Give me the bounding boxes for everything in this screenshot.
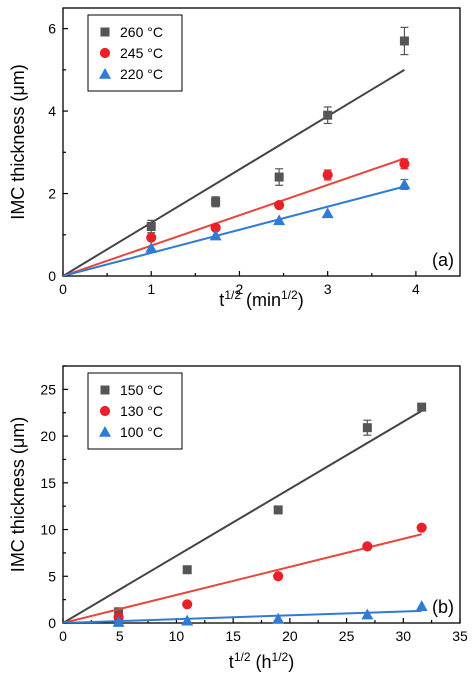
x-tick-label: 0 <box>59 281 67 297</box>
series-3 <box>63 178 411 276</box>
panel-label: (a) <box>432 250 454 270</box>
data-point <box>399 158 410 169</box>
x-tick-label: 2 <box>236 281 244 297</box>
fit-line <box>63 533 422 623</box>
chart-panel-1: 0 1 2 3 4 0 2 4 6 t1/2 (min1/2) IMC thickness (μm)… <box>8 7 461 310</box>
y-tick-label: 25 <box>40 381 56 397</box>
y-tick-label: 10 <box>40 522 56 538</box>
panel-label: (b) <box>432 597 454 617</box>
data-point <box>273 571 284 582</box>
data-point <box>415 600 428 611</box>
x-tick-label: 35 <box>452 628 468 644</box>
legend-label: 100 °C <box>120 424 163 440</box>
data-point <box>145 241 158 253</box>
data-point <box>273 505 283 515</box>
fit-line <box>63 157 405 276</box>
y-tick-label: 0 <box>48 268 56 284</box>
data-point <box>399 36 409 46</box>
x-tick-label: 5 <box>116 628 124 644</box>
plot-frame <box>62 7 461 277</box>
fit-line <box>63 609 422 623</box>
series-3 <box>63 600 428 627</box>
legend: 260 °C 245 °C 220 °C <box>87 14 183 92</box>
fit-line <box>63 409 423 623</box>
data-point <box>361 608 374 620</box>
legend-label: 260 °C <box>120 24 163 40</box>
data-point <box>274 172 284 182</box>
x-tick-label: 30 <box>395 628 411 644</box>
data-point <box>273 214 286 226</box>
series-2 <box>63 157 410 276</box>
legend-label: 130 °C <box>120 403 163 419</box>
data-point <box>417 402 427 412</box>
data-point <box>210 222 221 233</box>
data-point <box>181 614 194 626</box>
series-1 <box>63 26 409 276</box>
x-tick-label: 3 <box>324 281 332 297</box>
y-tick-label: 20 <box>40 428 56 444</box>
y-tick-label: 2 <box>48 186 56 202</box>
data-point <box>209 229 222 241</box>
legend-marker <box>99 405 111 417</box>
series-1 <box>63 402 427 623</box>
data-point <box>322 169 333 181</box>
data-point <box>146 222 156 232</box>
y-tick-label: 15 <box>40 475 56 491</box>
legend-marker <box>99 426 111 437</box>
data-point <box>321 207 334 219</box>
legend-label: 220 °C <box>120 66 163 82</box>
legend-label: 245 °C <box>120 45 163 61</box>
y-axis-title: IMC thickness (μm) <box>8 64 28 219</box>
x-tick-label: 25 <box>339 628 355 644</box>
data-point <box>112 616 125 627</box>
fit-line <box>63 68 405 276</box>
data-point <box>362 541 373 552</box>
data-point <box>211 197 221 207</box>
legend-marker <box>100 27 110 37</box>
data-point <box>323 110 333 120</box>
data-point <box>398 178 411 190</box>
series-2 <box>63 522 427 623</box>
legend-marker <box>100 385 110 395</box>
x-tick-label: 4 <box>412 281 420 297</box>
y-tick-label: 4 <box>48 103 56 119</box>
legend-label: 150 °C <box>120 382 163 398</box>
chart-panel-2: 0 5 10 15 20 25 30 35 0 5 10 15 20 25 t1/2 (h1/2) IMC t… <box>8 365 468 672</box>
y-tick-label: 6 <box>48 21 56 37</box>
data-point <box>182 599 193 610</box>
x-axis-title: t1/2 (min1/2) <box>219 288 303 310</box>
legend-marker <box>99 68 111 79</box>
x-axis-title: t1/2 (h1/2) <box>229 650 294 672</box>
data-point <box>416 522 427 533</box>
x-tick-label: 15 <box>225 628 241 644</box>
legend: 150 °C 130 °C 100 °C <box>87 372 183 450</box>
y-axis-title: IMC thickness (μm) <box>8 417 28 572</box>
x-tick-label: 10 <box>169 628 185 644</box>
x-tick-label: 0 <box>59 628 67 644</box>
data-point <box>274 199 285 211</box>
data-point <box>182 565 192 575</box>
data-point <box>362 423 372 433</box>
data-point <box>114 607 124 617</box>
fit-line <box>63 185 405 276</box>
x-tick-label: 20 <box>282 628 298 644</box>
y-tick-label: 0 <box>48 615 56 631</box>
legend-marker <box>99 47 111 59</box>
data-point <box>146 232 157 243</box>
data-point <box>272 612 285 624</box>
y-tick-label: 5 <box>48 568 56 584</box>
x-tick-label: 1 <box>147 281 155 297</box>
